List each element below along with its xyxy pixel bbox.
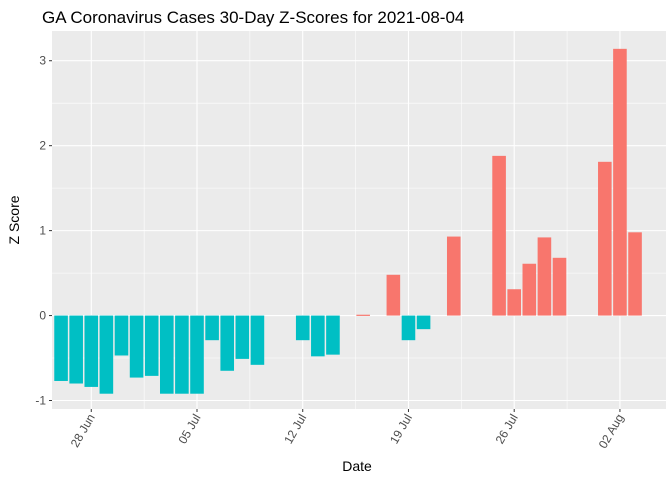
bar xyxy=(295,315,310,341)
bar xyxy=(54,315,68,381)
chart-title: GA Coronavirus Cases 30-Day Z-Scores for… xyxy=(42,8,464,27)
bar xyxy=(69,315,83,384)
bar xyxy=(628,232,642,316)
y-tick-label: 2 xyxy=(39,139,46,153)
bar xyxy=(598,161,612,316)
x-tick-label: 26 Jul xyxy=(493,412,521,447)
y-tick-label: 0 xyxy=(39,309,46,323)
bar xyxy=(492,155,506,316)
bar xyxy=(552,257,567,316)
bar xyxy=(613,48,627,316)
y-tick-label: 1 xyxy=(39,224,46,238)
y-tick-label: -1 xyxy=(35,394,46,408)
y-axis-label: Z Score xyxy=(6,195,22,244)
bar xyxy=(386,274,401,316)
bar xyxy=(159,315,174,394)
bar xyxy=(129,315,144,378)
bar xyxy=(250,315,265,365)
bar xyxy=(235,315,250,359)
bar xyxy=(537,237,552,316)
x-axis-label: Date xyxy=(342,458,372,474)
x-tick-label: 12 Jul xyxy=(281,412,309,447)
bar xyxy=(205,315,219,341)
bar xyxy=(401,315,416,341)
x-tick-label: 19 Jul xyxy=(387,412,415,447)
bar xyxy=(416,315,431,330)
x-tick-label: 28 Jun xyxy=(68,412,98,450)
bar xyxy=(144,315,159,376)
bar xyxy=(522,263,537,316)
bar xyxy=(84,315,99,387)
bar xyxy=(507,289,521,316)
bar xyxy=(220,315,235,371)
bar xyxy=(99,315,114,394)
bars xyxy=(54,48,642,394)
bar xyxy=(356,314,370,316)
x-axis: 28 Jun 05 Jul 12 Jul 19 Jul 26 Jul 02 Aug xyxy=(68,409,627,451)
bar xyxy=(446,236,461,316)
y-axis: -1 0 1 2 3 xyxy=(35,54,52,408)
bar xyxy=(311,315,325,357)
y-tick-label: 3 xyxy=(39,54,46,68)
bar xyxy=(326,315,340,355)
x-tick-label: 02 Aug xyxy=(596,412,627,451)
x-tick-label: 05 Jul xyxy=(175,412,203,447)
bar xyxy=(175,315,189,394)
bar xyxy=(114,315,129,356)
bar xyxy=(190,315,204,394)
